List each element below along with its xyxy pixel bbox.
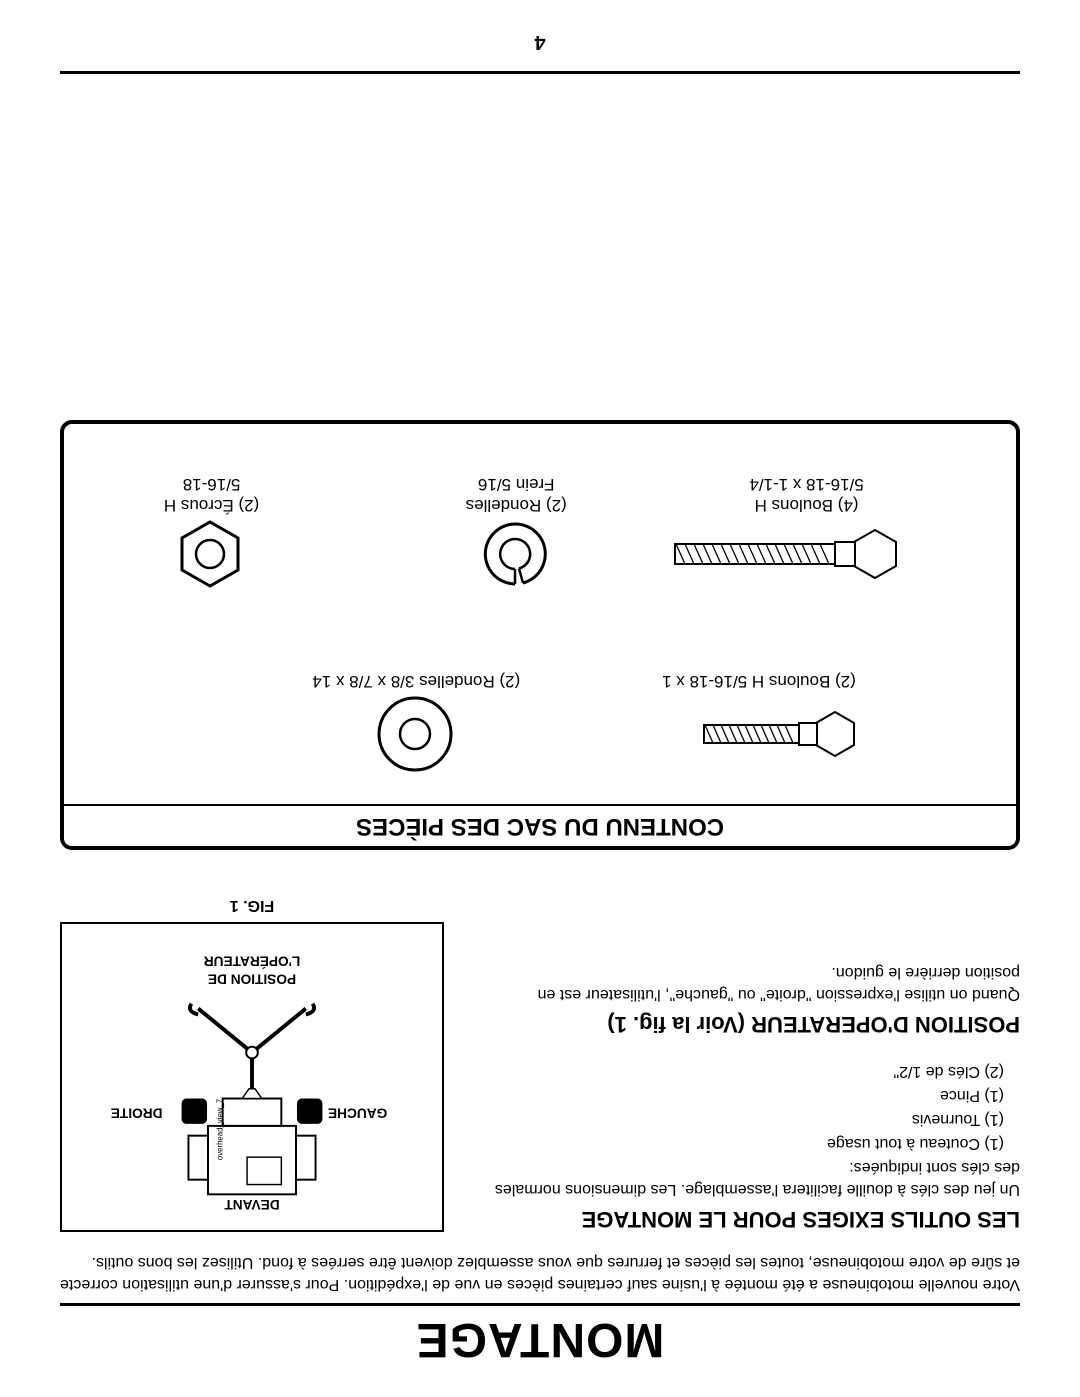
parts-bag-box: CONTENU DU SAC DES PIÈCES xyxy=(60,420,1020,850)
figure-1-caption: FIG. 1 xyxy=(60,896,444,914)
page-title: MONTAGE xyxy=(60,1312,1020,1367)
flat-washer-icon xyxy=(379,698,451,770)
droite-label: DROITE xyxy=(111,1105,163,1120)
rule-bottom xyxy=(60,71,1020,74)
figure-1-box: overhead_view_7 DEVANT GAUCHE DROITE POS… xyxy=(60,922,444,1232)
tool-item: (1) Tournevis xyxy=(484,1107,1004,1131)
page-number: 4 xyxy=(60,30,1020,53)
hex-nut-label: (2) Écrous H 5/16-18 xyxy=(102,473,322,516)
rule-top xyxy=(60,1303,1020,1306)
intro-paragraph: Votre nouvelle motobineuse a été montée … xyxy=(60,1252,1020,1295)
overhead-label: overhead_view_7 xyxy=(216,1099,225,1160)
loperateur-label: L'OPÉRATEUR xyxy=(204,954,301,969)
tools-list: (1) Couteau à tout usage (1) Tournevis (… xyxy=(484,1059,1004,1155)
tools-intro: Un jeu des clés à douille facilitera l'a… xyxy=(484,1157,1020,1200)
short-bolt-icon xyxy=(704,712,854,756)
gauche-label: GAUCHE xyxy=(328,1105,387,1120)
long-bolt-icon xyxy=(675,530,896,578)
parts-bag-body: (2) Boulons H 5/16-18 x 1 (2) Rondelles … xyxy=(64,424,1016,804)
page-root: MONTAGE Votre nouvelle motobineuse a été… xyxy=(0,0,1080,1397)
hex-nut-icon xyxy=(182,522,238,586)
parts-bag-title: CONTENU DU SAC DES PIÈCES xyxy=(64,804,1016,846)
tool-item: (1) Couteau à tout usage xyxy=(484,1131,1004,1155)
tool-item: (2) Clés de 1/2" xyxy=(484,1059,1004,1083)
short-bolt-label: (2) Boulons H 5/16-18 x 1 xyxy=(649,671,869,692)
left-column: LES OUTILS EXIGES POUR LE MONTAGE Un jeu… xyxy=(484,961,1020,1231)
operator-position-text: Quand on utilise l'expression "droite" o… xyxy=(484,961,1020,1004)
tools-and-figure-row: LES OUTILS EXIGES POUR LE MONTAGE Un jeu… xyxy=(60,896,1020,1232)
right-column: overhead_view_7 DEVANT GAUCHE DROITE POS… xyxy=(60,896,444,1232)
tool-item: (1) Pince xyxy=(484,1083,1004,1107)
operator-position-heading: POSITION D'OPERATEUR (Voir la fig. 1) xyxy=(484,1011,1020,1037)
position-de-label: POSITION DE xyxy=(208,971,296,986)
lock-washer-icon xyxy=(485,524,545,584)
flat-washer-label: (2) Rondelles 3/8 x 7/8 x 14 xyxy=(306,671,526,692)
devant-label: DEVANT xyxy=(224,1197,280,1212)
tools-heading: LES OUTILS EXIGES POUR LE MONTAGE xyxy=(484,1206,1020,1232)
figure-1-svg: overhead_view_7 DEVANT GAUCHE DROITE POS… xyxy=(76,938,428,1216)
lock-washer-label: (2) Rondelles Frein 5/16 xyxy=(406,473,626,516)
long-bolt-label: (4) Boulons H 5/16-18 x 1-1/4 xyxy=(697,473,917,516)
